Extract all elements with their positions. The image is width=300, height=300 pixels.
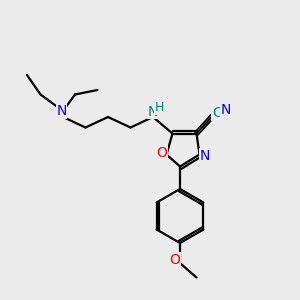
Text: O: O [156, 146, 167, 160]
Text: N: N [200, 149, 210, 163]
Text: C: C [212, 106, 222, 120]
Text: O: O [169, 253, 180, 267]
Text: N: N [220, 103, 231, 117]
Text: N: N [56, 104, 67, 118]
Text: N: N [148, 105, 158, 118]
Text: H: H [155, 101, 164, 114]
